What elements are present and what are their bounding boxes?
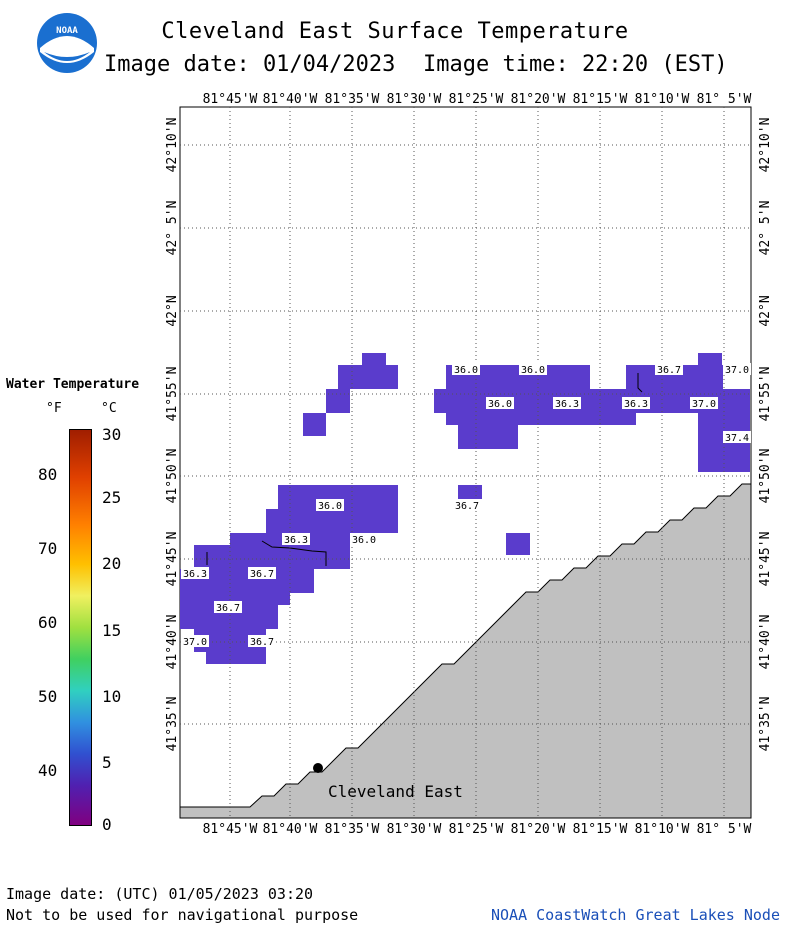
f-tick-80: 80 bbox=[38, 465, 58, 484]
c-tick-25: 25 bbox=[102, 488, 122, 507]
lat-label-left: 41°40'N bbox=[165, 615, 180, 670]
land-area bbox=[179, 483, 752, 819]
lat-label-left: 41°50'N bbox=[165, 449, 180, 504]
temp-label: 36.7 bbox=[455, 501, 479, 512]
temp-label: 37.0 bbox=[725, 365, 749, 376]
f-tick-60: 60 bbox=[38, 613, 58, 632]
noaa-logo: NOAA bbox=[36, 12, 98, 74]
c-tick-30: 30 bbox=[102, 425, 122, 444]
f-tick-70: 70 bbox=[38, 539, 58, 558]
temp-label: 36.0 bbox=[454, 365, 478, 376]
lon-label-bottom: 81°30'W bbox=[387, 822, 442, 837]
lon-label-top: 81°40'W bbox=[263, 92, 318, 107]
color-scale-bar bbox=[69, 429, 92, 826]
lat-label-left: 41°55'N bbox=[165, 367, 180, 422]
location-marker bbox=[313, 763, 323, 773]
contour-line bbox=[261, 540, 327, 566]
lat-label-left: 42°10'N bbox=[165, 118, 180, 173]
temp-label: 36.3 bbox=[624, 399, 648, 410]
c-tick-15: 15 bbox=[102, 621, 122, 640]
lat-label-left: 42° 5'N bbox=[165, 201, 180, 256]
lon-label-top: 81° 5'W bbox=[697, 92, 752, 107]
lon-label-bottom: 81°35'W bbox=[325, 822, 380, 837]
lat-label-right: 41°35'N bbox=[758, 697, 773, 752]
lon-label-bottom: 81°10'W bbox=[635, 822, 690, 837]
c-tick-20: 20 bbox=[102, 554, 122, 573]
lon-label-top: 81°30'W bbox=[387, 92, 442, 107]
temp-label: 36.7 bbox=[250, 569, 274, 580]
grid-lines bbox=[180, 107, 751, 818]
contour-line bbox=[637, 373, 643, 393]
legend-unit-c: °C bbox=[101, 401, 117, 416]
temp-label: 36.0 bbox=[488, 399, 512, 410]
lon-label-bottom: 81° 5'W bbox=[697, 822, 752, 837]
image-date: Image date: 01/04/2023 bbox=[104, 52, 396, 77]
temp-label: 37.0 bbox=[692, 399, 716, 410]
lon-label-bottom: 81°45'W bbox=[203, 822, 258, 837]
footer-credit: NOAA CoastWatch Great Lakes Node bbox=[491, 906, 780, 924]
temp-label: 36.7 bbox=[657, 365, 681, 376]
legend-unit-f: °F bbox=[46, 401, 62, 416]
c-tick-5: 5 bbox=[102, 753, 112, 772]
lat-label-left: 41°45'N bbox=[165, 532, 180, 587]
temp-label: 36.0 bbox=[352, 535, 376, 546]
lon-label-top: 81°15'W bbox=[573, 92, 628, 107]
lon-label-bottom: 81°25'W bbox=[449, 822, 504, 837]
temp-label: 37.4 bbox=[725, 433, 749, 444]
lon-label-bottom: 81°40'W bbox=[263, 822, 318, 837]
lat-label-right: 42°N bbox=[758, 295, 773, 326]
footer-disclaimer: Not to be used for navigational purpose bbox=[6, 906, 359, 924]
lat-label-right: 41°55'N bbox=[758, 367, 773, 422]
lat-label-left: 41°35'N bbox=[165, 697, 180, 752]
footer-utc-date: Image date: (UTC) 01/05/2023 03:20 bbox=[6, 885, 314, 903]
page-title: Cleveland East Surface Temperature bbox=[161, 19, 629, 44]
lon-label-bottom: 81°15'W bbox=[573, 822, 628, 837]
lon-label-top: 81°45'W bbox=[203, 92, 258, 107]
c-tick-10: 10 bbox=[102, 687, 122, 706]
lat-label-right: 41°50'N bbox=[758, 449, 773, 504]
temp-label: 36.7 bbox=[250, 637, 274, 648]
location-label: Cleveland East bbox=[328, 782, 463, 801]
lat-label-right: 41°45'N bbox=[758, 532, 773, 587]
lon-label-top: 81°10'W bbox=[635, 92, 690, 107]
temp-label: 36.0 bbox=[318, 501, 342, 512]
lat-label-right: 41°40'N bbox=[758, 615, 773, 670]
f-tick-40: 40 bbox=[38, 761, 58, 780]
lat-label-right: 42°10'N bbox=[758, 118, 773, 173]
lon-label-bottom: 81°20'W bbox=[511, 822, 566, 837]
lon-label-top: 81°25'W bbox=[449, 92, 504, 107]
logo-text: NOAA bbox=[56, 26, 78, 36]
temp-label: 37.0 bbox=[183, 637, 207, 648]
lat-label-left: 42°N bbox=[165, 295, 180, 326]
temp-label: 36.0 bbox=[521, 365, 545, 376]
temp-label: 36.3 bbox=[555, 399, 579, 410]
lon-label-top: 81°35'W bbox=[325, 92, 380, 107]
temp-label: 36.7 bbox=[216, 603, 240, 614]
legend-title: Water Temperature bbox=[6, 377, 140, 392]
temp-label: 36.3 bbox=[284, 535, 308, 546]
f-tick-50: 50 bbox=[38, 687, 58, 706]
lon-label-top: 81°20'W bbox=[511, 92, 566, 107]
temp-label: 36.3 bbox=[183, 569, 207, 580]
lat-label-right: 42° 5'N bbox=[758, 201, 773, 256]
c-tick-0: 0 bbox=[102, 815, 112, 834]
image-time: Image time: 22:20 (EST) bbox=[423, 52, 728, 77]
